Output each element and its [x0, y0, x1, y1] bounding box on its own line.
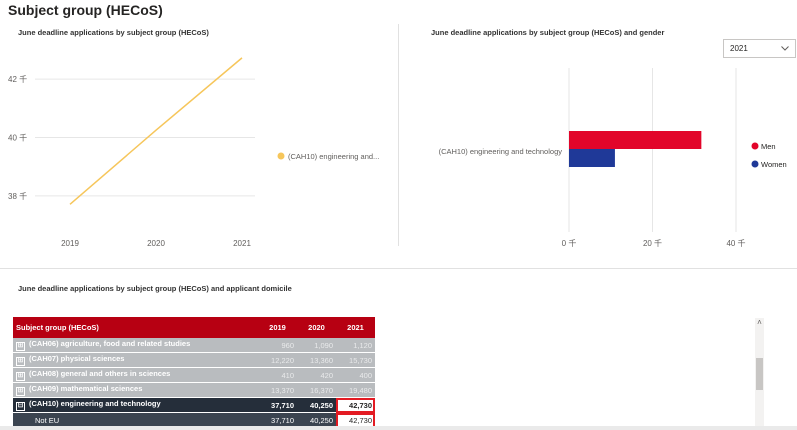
legend-label-cah10[interactable]: (CAH10) engineering and...: [288, 152, 379, 161]
table-row[interactable]: ⊞ (CAH08) general and others in sciences 4…: [13, 367, 375, 383]
expand-icon[interactable]: ⊞: [16, 387, 25, 396]
table-row[interactable]: ⊞ (CAH07) physical sciences 12,220 13,360 15…: [13, 352, 375, 368]
header-2021[interactable]: 2021: [336, 317, 375, 338]
bar-chart-title: June deadline applications by subject gr…: [431, 28, 665, 37]
table-row[interactable]: ⊞ (CAH06) agriculture, food and related s…: [13, 338, 375, 353]
table-row[interactable]: Not EU 37,710 40,250 42,730: [13, 412, 375, 427]
cell-value: 1,090: [297, 338, 336, 353]
table-row[interactable]: ⊟ (CAH10) engineering and technology 37,71…: [13, 397, 375, 413]
row-label-text: (CAH07) physical sciences: [29, 354, 125, 363]
visual-divider-horizontal: [0, 268, 797, 269]
cell-value: 13,360: [297, 352, 336, 368]
chevron-down-icon: [781, 46, 789, 51]
cell-value: 37,710: [258, 412, 297, 427]
cell-value: 1,120: [336, 338, 375, 353]
table-row[interactable]: ⊞ (CAH09) mathematical sciences 13,370 16,3…: [13, 382, 375, 398]
row-label: ⊞ (CAH09) mathematical sciences: [13, 382, 258, 398]
expand-icon[interactable]: ⊞: [16, 342, 25, 351]
matrix-table-container: Subject group (HECoS) 2019 2020 2021 ⊞ (C…: [13, 317, 375, 427]
legend-label-men[interactable]: Men: [761, 142, 776, 151]
x-tick-label: 0 千: [562, 238, 577, 248]
x-tick-label: 2019: [61, 239, 79, 248]
row-label-text: (CAH06) agriculture, food and related st…: [29, 339, 191, 348]
y-tick-label: 38 千: [8, 191, 27, 201]
matrix-table: Subject group (HECoS) 2019 2020 2021 ⊞ (C…: [13, 317, 375, 427]
bar-women[interactable]: [569, 149, 615, 167]
row-label: ⊟ (CAH10) engineering and technology: [13, 397, 258, 413]
row-label-text: (CAH10) engineering and technology: [29, 399, 161, 408]
cell-value: 37,710: [258, 397, 297, 413]
page-title: Subject group (HECoS): [8, 2, 163, 18]
row-label-text: Not EU: [35, 415, 60, 425]
cell-value: 42,730: [336, 412, 375, 427]
row-label-text: (CAH08) general and others in sciences: [29, 369, 171, 378]
legend-marker-women: [751, 160, 759, 168]
year-dropdown[interactable]: 2021: [723, 39, 796, 58]
table-title: June deadline applications by subject gr…: [18, 284, 292, 293]
legend-marker-men: [751, 142, 759, 150]
row-label-text: (CAH09) mathematical sciences: [29, 384, 143, 393]
x-tick-label: 20 千: [643, 238, 662, 248]
row-label: ⊞ (CAH07) physical sciences: [13, 352, 258, 368]
y-tick-label: 40 千: [8, 133, 27, 143]
bottom-edge: [0, 426, 797, 430]
row-label: Not EU: [13, 412, 258, 427]
expand-icon[interactable]: ⊞: [16, 372, 25, 381]
legend-label-women[interactable]: Women: [761, 160, 787, 169]
cell-value: 12,220: [258, 352, 297, 368]
cell-value: 16,370: [297, 382, 336, 398]
line-chart-title: June deadline applications by subject gr…: [18, 28, 209, 37]
scrollbar-thumb[interactable]: [756, 358, 763, 390]
legend-marker-cah10: [277, 152, 285, 160]
line-series-cah10[interactable]: [69, 57, 243, 205]
cell-value: 15,730: [336, 352, 375, 368]
expand-icon[interactable]: ⊞: [16, 357, 25, 366]
x-tick-label: 2020: [147, 239, 165, 248]
bar-men[interactable]: [569, 131, 702, 149]
row-label: ⊞ (CAH08) general and others in sciences: [13, 367, 258, 383]
table-header-row: Subject group (HECoS) 2019 2020 2021: [13, 317, 375, 338]
bar-category-label: (CAH10) engineering and technology: [439, 147, 563, 156]
cell-value: 13,370: [258, 382, 297, 398]
cell-value: 42,730: [336, 397, 375, 413]
cell-value: 40,250: [297, 412, 336, 427]
line-chart[interactable]: 38 千 40 千 42 千 2019 2020 2021 (CAH10) engine…: [0, 40, 398, 260]
cell-value: 410: [258, 367, 297, 383]
y-tick-label: 42 千: [8, 74, 27, 84]
cell-value: 400: [336, 367, 375, 383]
visual-divider-vertical: [398, 24, 399, 246]
cell-value: 420: [297, 367, 336, 383]
year-dropdown-value: 2021: [730, 44, 748, 53]
cell-value: 40,250: [297, 397, 336, 413]
collapse-icon[interactable]: ⊟: [16, 402, 25, 411]
scroll-up-icon[interactable]: ˄: [757, 318, 762, 327]
cell-value: 19,480: [336, 382, 375, 398]
bar-chart[interactable]: 0 千 20 千 40 千 (CAH10) engineering and tech…: [399, 40, 797, 260]
row-label: ⊞ (CAH06) agriculture, food and related s…: [13, 338, 258, 353]
header-2020[interactable]: 2020: [297, 317, 336, 338]
x-tick-label: 40 千: [726, 238, 745, 248]
cell-value: 960: [258, 338, 297, 353]
header-subject-group[interactable]: Subject group (HECoS): [13, 317, 258, 338]
x-tick-label: 2021: [233, 239, 251, 248]
header-2019[interactable]: 2019: [258, 317, 297, 338]
